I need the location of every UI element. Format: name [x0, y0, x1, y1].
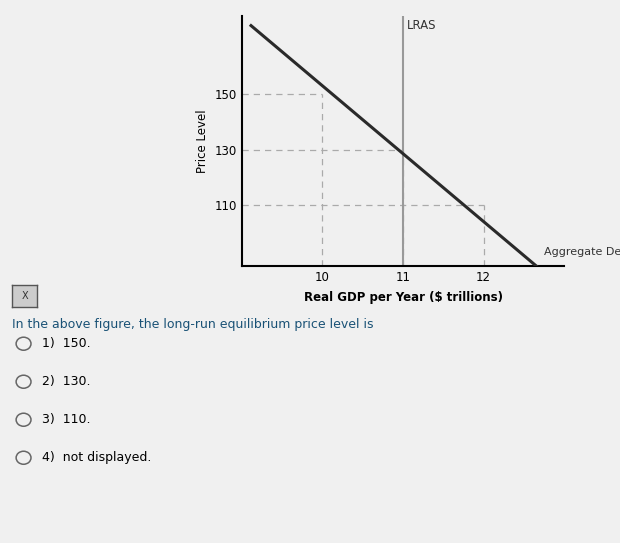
Y-axis label: Price Level: Price Level: [196, 109, 209, 173]
Text: Aggregate Demand: Aggregate Demand: [544, 247, 620, 257]
X-axis label: Real GDP per Year ($ trillions): Real GDP per Year ($ trillions): [304, 291, 502, 304]
Text: LRAS: LRAS: [407, 19, 436, 32]
Text: 1)  150.: 1) 150.: [42, 337, 91, 350]
Text: In the above figure, the long-run equilibrium price level is: In the above figure, the long-run equili…: [12, 318, 374, 331]
Text: 3)  110.: 3) 110.: [42, 413, 91, 426]
Text: 2)  130.: 2) 130.: [42, 375, 91, 388]
Text: 4)  not displayed.: 4) not displayed.: [42, 451, 151, 464]
Text: X: X: [22, 291, 28, 301]
